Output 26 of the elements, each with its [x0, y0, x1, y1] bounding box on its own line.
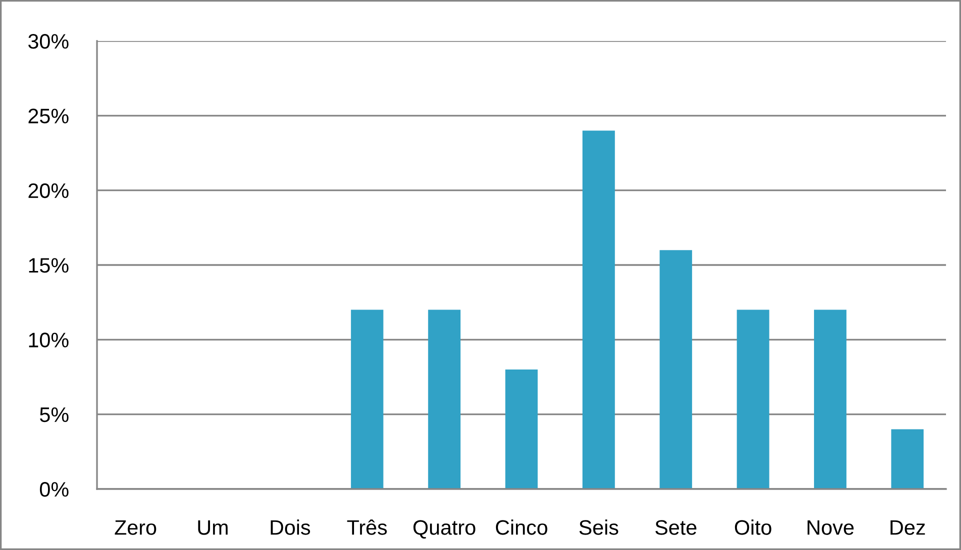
bar — [505, 370, 538, 489]
x-tick-label: Dois — [270, 520, 310, 535]
x-tick-label: Cinco — [496, 520, 548, 535]
x-tick-label: Um — [198, 520, 228, 535]
bar — [428, 310, 461, 489]
x-tick-label: Oito — [734, 520, 772, 535]
x-tick-label: Dez — [890, 520, 925, 535]
y-tick-label: 10% — [29, 332, 68, 348]
x-tick-label: Quatro — [413, 520, 476, 539]
y-tick-label: 25% — [28, 108, 68, 124]
bar — [582, 130, 615, 489]
y-tick-label: 15% — [29, 258, 68, 273]
x-tick-label: Seis — [579, 520, 618, 535]
y-tick-label: 5% — [40, 407, 68, 422]
bar — [736, 310, 770, 489]
y-tick-label: 20% — [28, 183, 68, 198]
x-tick-label: Três — [347, 519, 387, 535]
x-tick-label: Sete — [655, 520, 696, 535]
bar — [891, 429, 924, 489]
x-tick-label: Nove — [808, 520, 854, 535]
bar — [350, 310, 384, 489]
y-tick-label: 30% — [28, 34, 68, 49]
y-tick-label: 0% — [40, 482, 68, 497]
bar — [660, 250, 692, 489]
x-tick-label: Zero — [114, 520, 156, 535]
bar — [814, 310, 846, 489]
